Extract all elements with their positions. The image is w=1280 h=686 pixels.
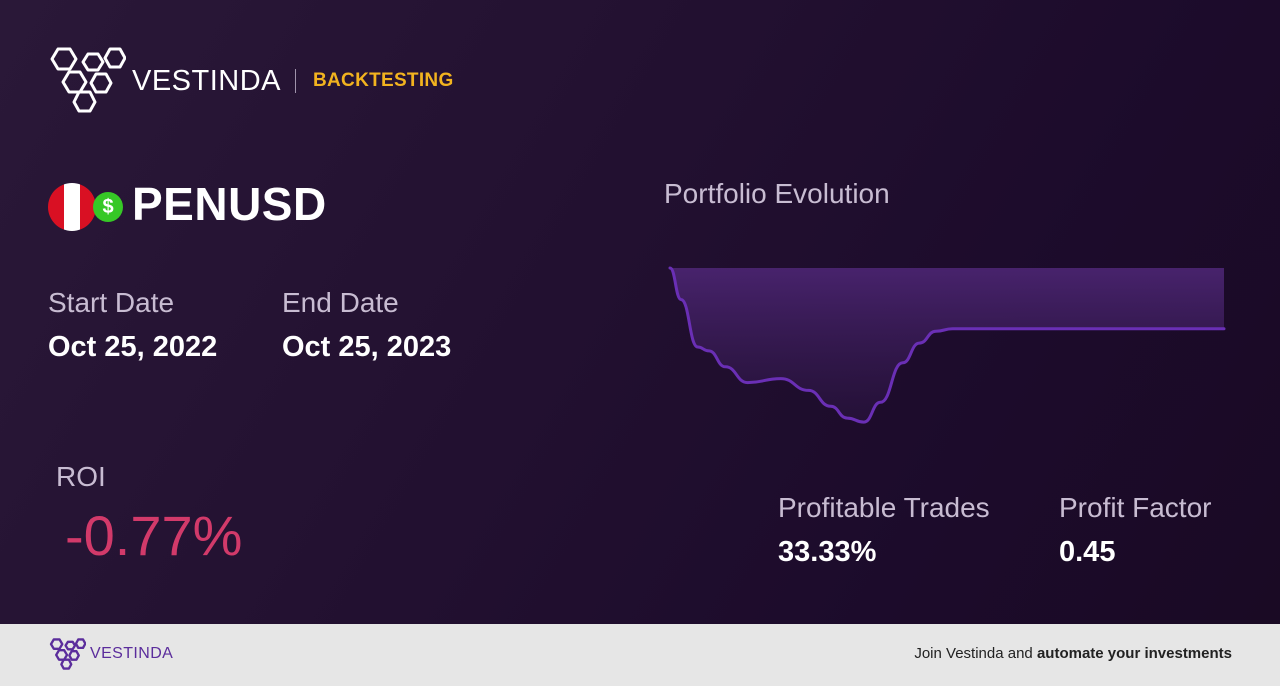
profitable-trades-label: Profitable Trades xyxy=(778,492,990,523)
portfolio-line xyxy=(668,266,1226,424)
footer-cta-prefix: Join Vestinda and xyxy=(914,645,1037,662)
start-date-label: Start Date xyxy=(48,287,175,318)
asset-symbol: PENUSD xyxy=(132,178,327,230)
footer-cta-link[interactable]: Join Vestinda and automate your investme… xyxy=(914,644,1232,664)
vestinda-logo-icon xyxy=(50,47,126,113)
brand-name: VESTINDA xyxy=(132,65,282,97)
profit-factor-label: Profit Factor xyxy=(1059,492,1212,523)
portfolio-chart-title: Portfolio Evolution xyxy=(664,178,890,209)
backtest-card: VESTINDA BACKTESTING $ PENUSD Start Date… xyxy=(0,0,1280,624)
footer-cta-bold: automate your investments xyxy=(1036,645,1232,662)
footer-brand-name: VESTINDA xyxy=(90,645,174,662)
product-label: BACKTESTING xyxy=(313,70,454,91)
profit-factor-value: 0.45 xyxy=(1059,536,1116,568)
peru-flag-icon xyxy=(48,183,96,231)
start-date-value: Oct 25, 2022 xyxy=(48,331,218,363)
vestinda-footer-logo-icon xyxy=(49,638,86,670)
footer-bar: VESTINDA Join Vestinda and automate your… xyxy=(0,624,1280,686)
profitable-trades-value: 33.33% xyxy=(778,536,877,568)
dollar-coin-icon: $ xyxy=(93,192,123,222)
roi-label: ROI xyxy=(56,461,106,492)
portfolio-evolution-chart xyxy=(668,266,1226,424)
portfolio-area xyxy=(670,268,1224,423)
end-date-value: Oct 25, 2023 xyxy=(282,331,452,363)
brand-divider xyxy=(295,69,296,93)
end-date-label: End Date xyxy=(282,287,399,318)
roi-value: -0.77% xyxy=(65,504,243,567)
